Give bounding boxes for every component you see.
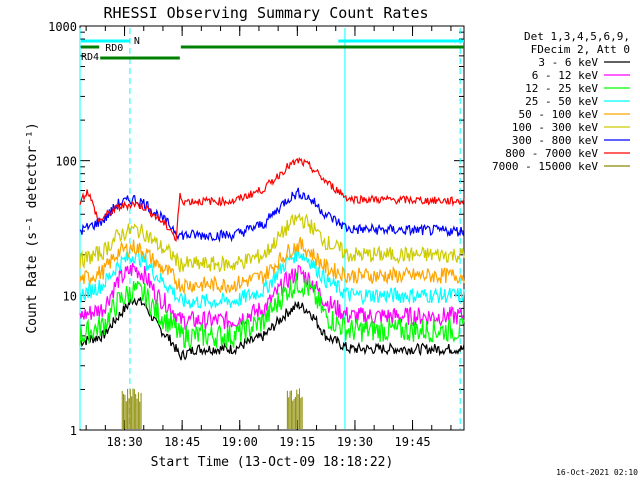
series-line <box>79 212 465 273</box>
legend-label: 7000 - 15000 keV <box>492 160 598 173</box>
series-line <box>79 263 465 331</box>
legend-label: 25 - 50 keV <box>525 95 598 108</box>
decimation-label: RD4 <box>81 52 99 63</box>
y-tick-label: 1 <box>70 424 77 438</box>
series-line <box>79 272 465 350</box>
x-tick-label: 19:30 <box>337 435 373 449</box>
x-axis: 18:30 18:45 19:00 19:15 19:30 19:45 <box>85 26 452 449</box>
legend-label: 100 - 300 keV <box>512 121 598 134</box>
legend-label: 50 - 100 keV <box>519 108 599 121</box>
legend-label: 12 - 25 keV <box>525 82 598 95</box>
legend-label: 6 - 12 keV <box>532 69 599 82</box>
x-tick-label: 19:15 <box>279 435 315 449</box>
legend-header: FDecim 2, Att 0 <box>531 43 630 56</box>
x-tick-label: 18:30 <box>106 435 142 449</box>
series-line <box>79 187 465 243</box>
y-tick-label: 100 <box>55 155 77 169</box>
legend-label: 3 - 6 keV <box>538 56 598 69</box>
legend-label: 800 - 7000 keV <box>505 147 598 160</box>
x-tick-label: 19:00 <box>222 435 258 449</box>
y-axis-label: Count Rate (s⁻¹ detector⁻¹) <box>25 122 40 333</box>
y-axis: 1 10 100 1000 <box>48 20 464 438</box>
legend-header: Det 1,3,4,5,6,9, <box>524 30 630 43</box>
attenuator-label: N <box>134 36 140 47</box>
eclipse-lines <box>79 28 461 429</box>
state-bars: N RD0 RD4 <box>81 36 464 63</box>
x-axis-label: Start Time (13-Oct-09 18:18:22) <box>151 455 394 470</box>
chart-title: RHESSI Observing Summary Count Rates <box>103 4 428 22</box>
series-line <box>79 297 465 361</box>
footer-timestamp: 16-Oct-2021 02:10 <box>556 468 638 477</box>
y-tick-label: 10 <box>63 289 77 303</box>
series-line <box>79 156 465 242</box>
y-tick-label: 1000 <box>48 20 77 34</box>
series-line <box>79 236 465 295</box>
series-lines <box>79 156 465 361</box>
x-tick-label: 18:45 <box>164 435 200 449</box>
high-energy-spikes <box>121 388 303 429</box>
decimation-label: RD0 <box>105 43 123 54</box>
x-tick-label: 19:45 <box>394 435 430 449</box>
legend-label: 300 - 800 keV <box>512 134 598 147</box>
legend: Det 1,3,4,5,6,9,FDecim 2, Att 03 - 6 keV… <box>492 30 630 173</box>
